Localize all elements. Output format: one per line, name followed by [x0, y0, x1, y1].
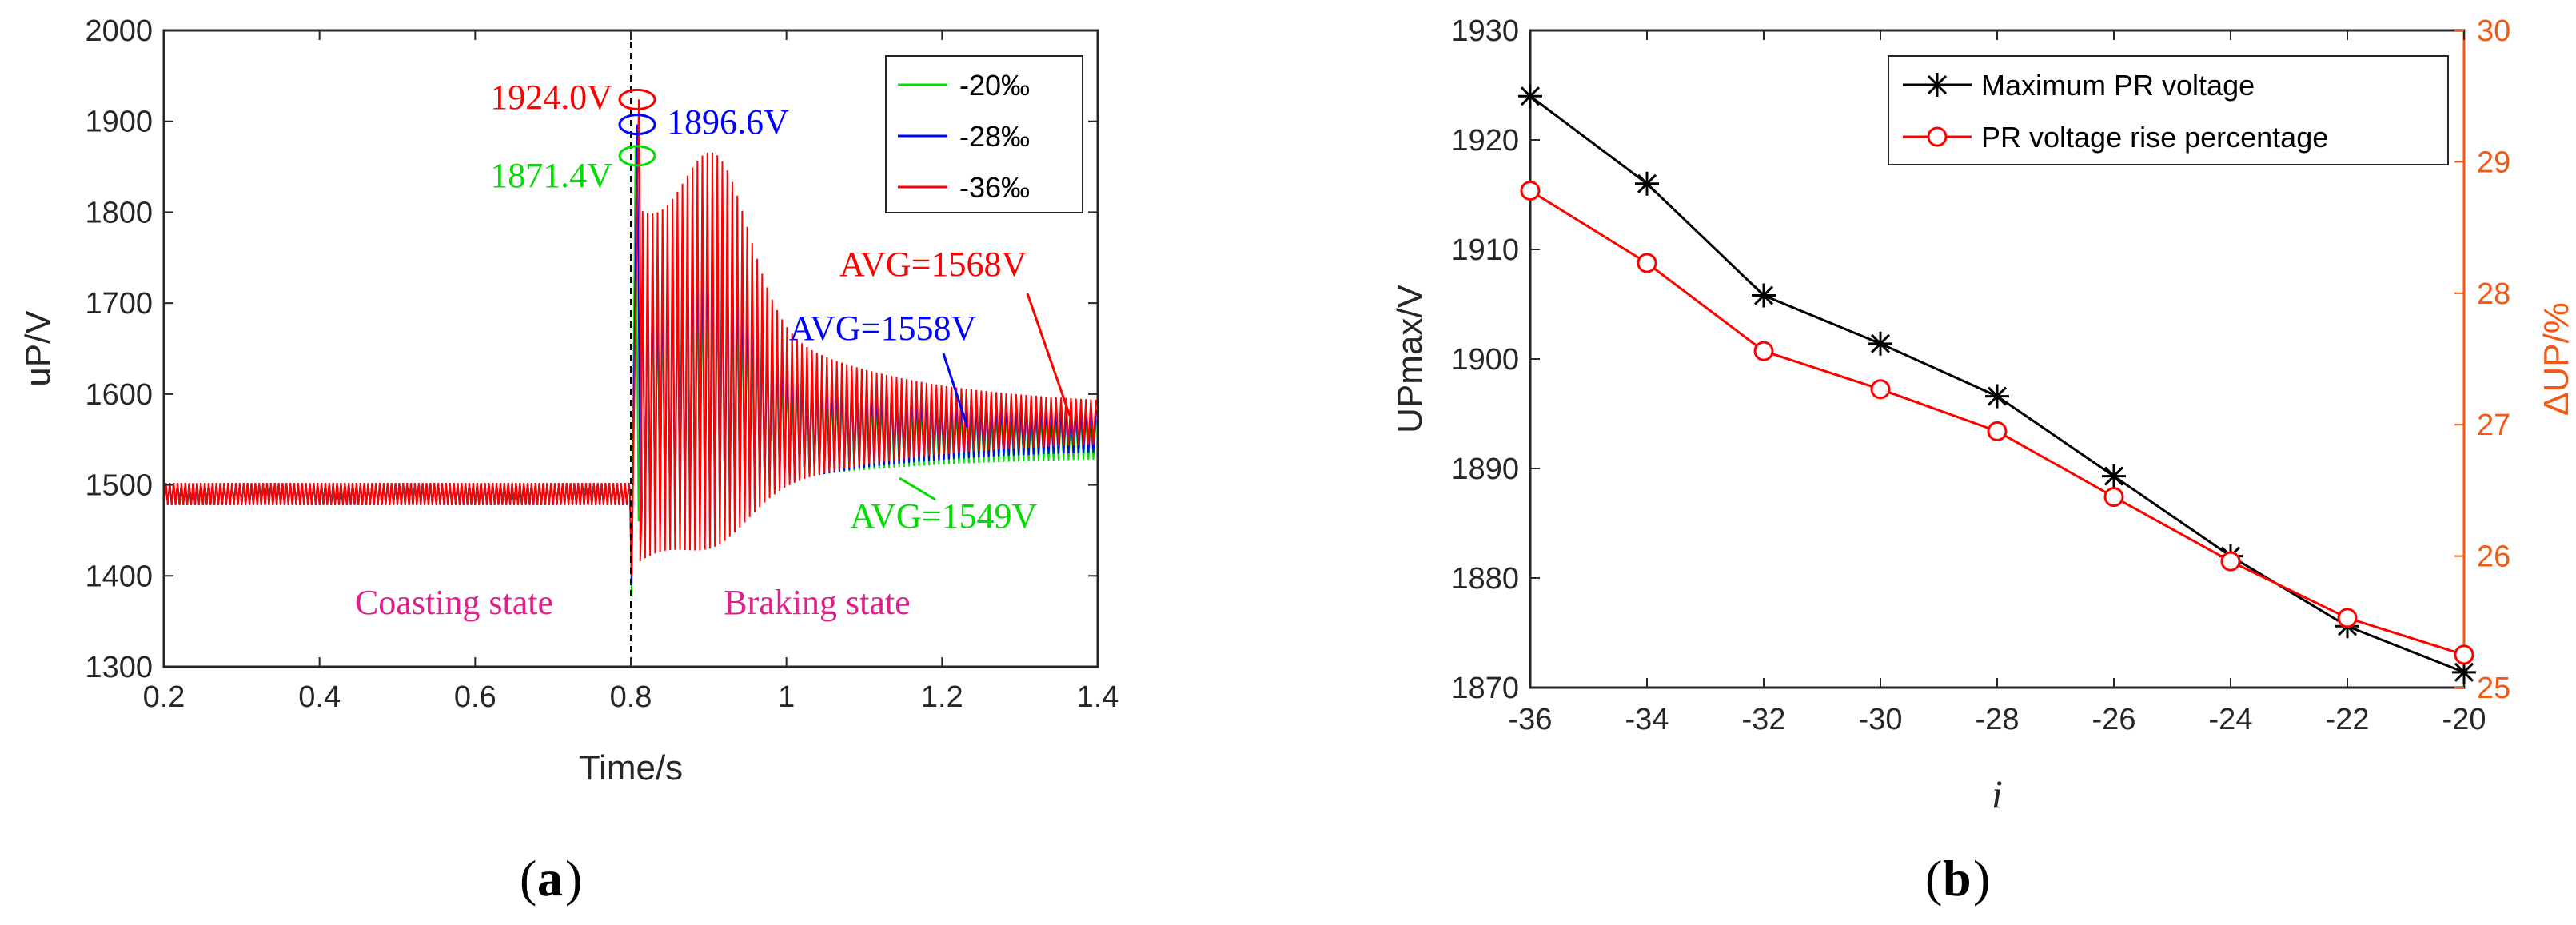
chart-a-voltage-vs-time: 0.2 0.4 0.6 0.8 1 1.2 1.4 1300 1400 1500 1600 1700 1…	[18, 14, 1119, 907]
chart-b-point-max-voltage	[2102, 464, 2126, 488]
legend-label-20: -20‰	[959, 69, 1030, 102]
chart-b-point-rise-percentage	[1870, 379, 1891, 400]
chart-a-ytick-label: 1700	[85, 287, 153, 321]
chart-b-point-max-voltage	[1752, 283, 1776, 308]
peak-marker--28‰	[618, 114, 656, 136]
chart-a-ylabel: uP/V	[18, 310, 58, 387]
chart-b-ticks: -36 -34 -32 -30 -28 -26 -24 -22 -20 1870 1880 1890 1…	[1451, 14, 2510, 736]
chart-a-ytick-label: 1600	[85, 378, 153, 412]
chart-b-point-rise-percentage	[1753, 341, 1774, 361]
chart-b-xtick-label: -36	[1509, 703, 1553, 736]
chart-b-xlabel: i	[1992, 771, 2003, 816]
peak-label-20: 1871.4V	[490, 156, 612, 195]
chart-b-point-max-voltage	[1985, 384, 2009, 409]
chart-a-xtick-label: 0.6	[454, 680, 496, 714]
avg-label-20: AVG=1549V	[850, 496, 1037, 536]
legend-circle-icon	[1927, 126, 1948, 147]
chart-a-peak-markers	[618, 88, 656, 167]
caption-a-letter: a	[537, 850, 563, 907]
chart-b-xtick-label: -34	[1625, 703, 1669, 736]
chart-b-point-rise-percentage	[1520, 181, 1541, 201]
coasting-state-label: Coasting state	[355, 583, 553, 622]
caption-b: ( b )	[1925, 850, 1990, 907]
chart-a-ytick-label: 1800	[85, 196, 153, 229]
chart-a-traces	[163, 99, 1097, 595]
chart-a-ticks: 0.2 0.4 0.6 0.8 1 1.2 1.4 1300 1400 1500 1600 1700 1…	[85, 14, 1119, 714]
peak-label-36: 1924.0V	[490, 78, 612, 117]
chart-b-point-rise-percentage	[2103, 487, 2124, 508]
chart-a-xtick-label: 0.4	[298, 680, 341, 714]
chart-b-point-rise-percentage	[1987, 421, 2008, 441]
chart-b-xtick-label: -22	[2326, 703, 2370, 736]
chart-a-xtick-label: 0.2	[143, 680, 185, 714]
chart-a-ytick-label: 1900	[85, 106, 153, 139]
chart-a-ytick-label: 1400	[85, 560, 153, 593]
chart-b-point-rise-percentage	[2220, 551, 2241, 572]
chart-a-trace--36‰	[163, 99, 1097, 576]
chart-b-ytick-right-label: 25	[2477, 672, 2510, 705]
chart-b-xtick-label: -28	[1976, 703, 2020, 736]
peak-marker--20‰	[618, 145, 656, 167]
avg-label-36: AVG=1568V	[839, 245, 1027, 284]
chart-b-ytick-right-label: 29	[2477, 146, 2510, 179]
chart-b-xtick-label: -20	[2442, 703, 2486, 736]
legend-label-rise-percentage: PR voltage rise percentage	[1981, 121, 2328, 154]
chart-b-ytick-right-label: 30	[2477, 14, 2510, 48]
chart-a-xtick-label: 0.8	[610, 680, 652, 714]
chart-a-xtick-label: 1.4	[1077, 680, 1119, 714]
legend-asterisk-icon	[1925, 73, 1949, 97]
chart-a-xtick-label: 1	[778, 680, 795, 714]
chart-b-ylabel-right: ΔUP/%	[2537, 302, 2576, 416]
chart-a-xlabel: Time/s	[579, 748, 683, 787]
chart-b-ytick-right-label: 27	[2477, 409, 2510, 442]
caption-b-letter: b	[1943, 850, 1972, 907]
chart-a-ytick-label: 2000	[85, 14, 153, 48]
chart-b-point-max-voltage	[1518, 84, 1542, 109]
chart-b-ylabel: UPmax/V	[1390, 284, 1430, 433]
chart-b-legend: Maximum PR voltage PR voltage rise perce…	[1888, 55, 2449, 165]
chart-b-point-rise-percentage	[1637, 253, 1657, 273]
svg-text:(: (	[1925, 850, 1942, 907]
legend-label-max-voltage: Maximum PR voltage	[1981, 69, 2255, 102]
chart-b-ytick-label: 1930	[1451, 14, 1519, 48]
chart-b-point-max-voltage	[1868, 331, 1892, 356]
chart-b-ytick-right-label: 28	[2477, 277, 2510, 311]
chart-b-xtick-label: -30	[1859, 703, 1903, 736]
svg-text:): )	[565, 850, 582, 907]
chart-b-ytick-label: 1870	[1451, 672, 1519, 705]
peak-label-28: 1896.6V	[667, 102, 789, 142]
chart-b-series	[1518, 84, 2476, 684]
legend-label-28: -28‰	[959, 120, 1030, 153]
avg-leader-36	[1026, 293, 1071, 417]
legend-label-36: -36‰	[959, 171, 1030, 204]
peak-marker--36‰	[618, 88, 656, 110]
chart-b-point-max-voltage	[2452, 660, 2476, 684]
chart-a-xtick-label: 1.2	[921, 680, 963, 714]
chart-b-point-max-voltage	[1635, 171, 1659, 196]
chart-b-ytick-label: 1910	[1451, 233, 1519, 267]
chart-b-xtick-label: -32	[1742, 703, 1786, 736]
svg-text:(: (	[520, 850, 536, 907]
chart-a-ytick-label: 1300	[85, 651, 153, 684]
chart-b-xtick-label: -26	[2092, 703, 2136, 736]
chart-b-ytick-label: 1900	[1451, 343, 1519, 377]
avg-leader-20	[899, 476, 936, 501]
chart-b-xtick-label: -24	[2209, 703, 2253, 736]
caption-a: ( a )	[520, 850, 582, 907]
chart-b-ytick-label: 1880	[1451, 562, 1519, 596]
chart-b-point-rise-percentage	[2454, 644, 2474, 665]
chart-b-ytick-right-label: 26	[2477, 540, 2510, 574]
chart-b-ytick-label: 1890	[1451, 453, 1519, 486]
chart-b-voltage-vs-slope: -36 -34 -32 -30 -28 -26 -24 -22 -20 1870 1880 1890 1…	[1390, 14, 2576, 907]
svg-text:): )	[1973, 850, 1990, 907]
chart-a-legend: -20‰ -28‰ -36‰	[885, 55, 1083, 213]
avg-leader-28	[942, 353, 969, 428]
chart-a-ytick-label: 1500	[85, 469, 153, 503]
avg-label-28: AVG=1558V	[789, 309, 976, 348]
chart-b-point-rise-percentage	[2337, 608, 2358, 628]
braking-state-label: Braking state	[724, 583, 910, 622]
chart-b-ytick-label: 1920	[1451, 124, 1519, 157]
